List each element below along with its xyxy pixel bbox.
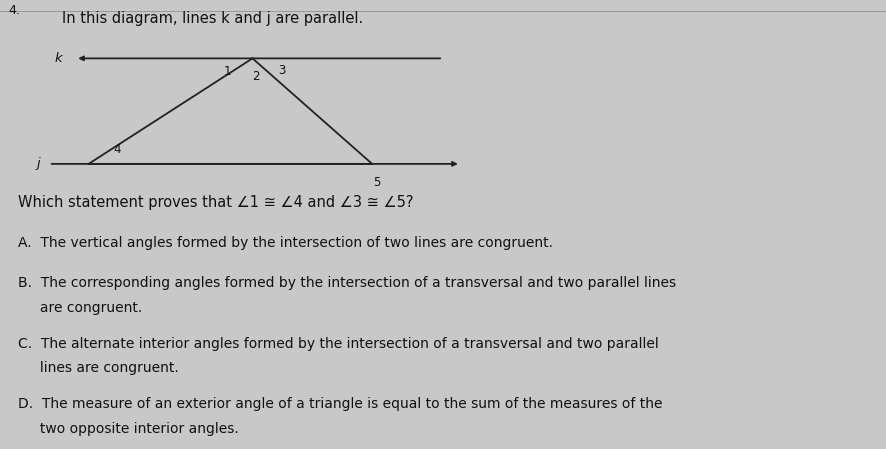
Text: A.  The vertical angles formed by the intersection of two lines are congruent.: A. The vertical angles formed by the int… xyxy=(18,236,553,250)
Text: k: k xyxy=(54,52,62,65)
Text: are congruent.: are congruent. xyxy=(18,301,142,315)
Text: 4.: 4. xyxy=(9,4,20,18)
Text: 1: 1 xyxy=(224,65,231,78)
Text: lines are congruent.: lines are congruent. xyxy=(18,361,178,375)
Text: B.  The corresponding angles formed by the intersection of a transversal and two: B. The corresponding angles formed by th… xyxy=(18,276,676,290)
Text: D.  The measure of an exterior angle of a triangle is equal to the sum of the me: D. The measure of an exterior angle of a… xyxy=(18,397,662,411)
Text: 3: 3 xyxy=(278,64,285,77)
Text: j: j xyxy=(36,158,40,170)
Text: two opposite interior angles.: two opposite interior angles. xyxy=(18,422,238,436)
Text: 4: 4 xyxy=(113,143,120,156)
Text: In this diagram, lines k and j are parallel.: In this diagram, lines k and j are paral… xyxy=(62,11,363,26)
Text: 5: 5 xyxy=(373,176,380,189)
Text: C.  The alternate interior angles formed by the intersection of a transversal an: C. The alternate interior angles formed … xyxy=(18,337,658,351)
Text: Which statement proves that ∠1 ≅ ∠4 and ∠3 ≅ ∠5?: Which statement proves that ∠1 ≅ ∠4 and … xyxy=(18,195,413,210)
Text: 2: 2 xyxy=(253,70,260,83)
